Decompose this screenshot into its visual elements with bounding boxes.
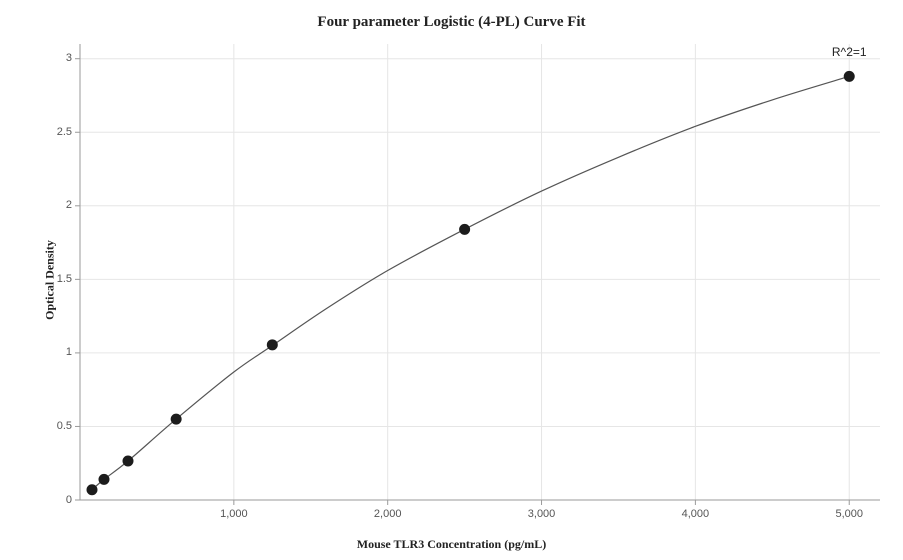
axis-lines [80, 44, 880, 500]
data-point [844, 71, 854, 81]
data-point [123, 456, 133, 466]
y-tick-label: 1.5 [57, 273, 72, 285]
data-point [87, 485, 97, 495]
data-point [267, 340, 277, 350]
chart-container: Four parameter Logistic (4-PL) Curve Fit… [0, 0, 903, 560]
data-point [99, 474, 109, 484]
plot-area [80, 44, 880, 500]
y-tick-label: 1 [66, 346, 72, 358]
x-tick-label: 4,000 [682, 508, 710, 520]
y-tick-label: 3 [66, 52, 72, 64]
x-tick-label: 3,000 [528, 508, 556, 520]
y-tick-label: 2 [66, 199, 72, 211]
y-tick-label: 2.5 [57, 126, 72, 138]
r-squared-annotation: R^2=1 [832, 45, 867, 59]
data-point [171, 414, 181, 424]
plot-svg [80, 44, 880, 500]
x-tick-label: 2,000 [374, 508, 402, 520]
x-tick-label: 1,000 [220, 508, 248, 520]
y-axis-label: Optical Density [42, 240, 57, 320]
y-tick-label: 0 [66, 494, 72, 506]
chart-title: Four parameter Logistic (4-PL) Curve Fit [0, 14, 903, 31]
fit-curve [92, 76, 849, 489]
y-tick-label: 0.5 [57, 420, 72, 432]
x-axis-label: Mouse TLR3 Concentration (pg/mL) [0, 537, 903, 552]
data-point [460, 224, 470, 234]
x-tick-label: 5,000 [835, 508, 863, 520]
